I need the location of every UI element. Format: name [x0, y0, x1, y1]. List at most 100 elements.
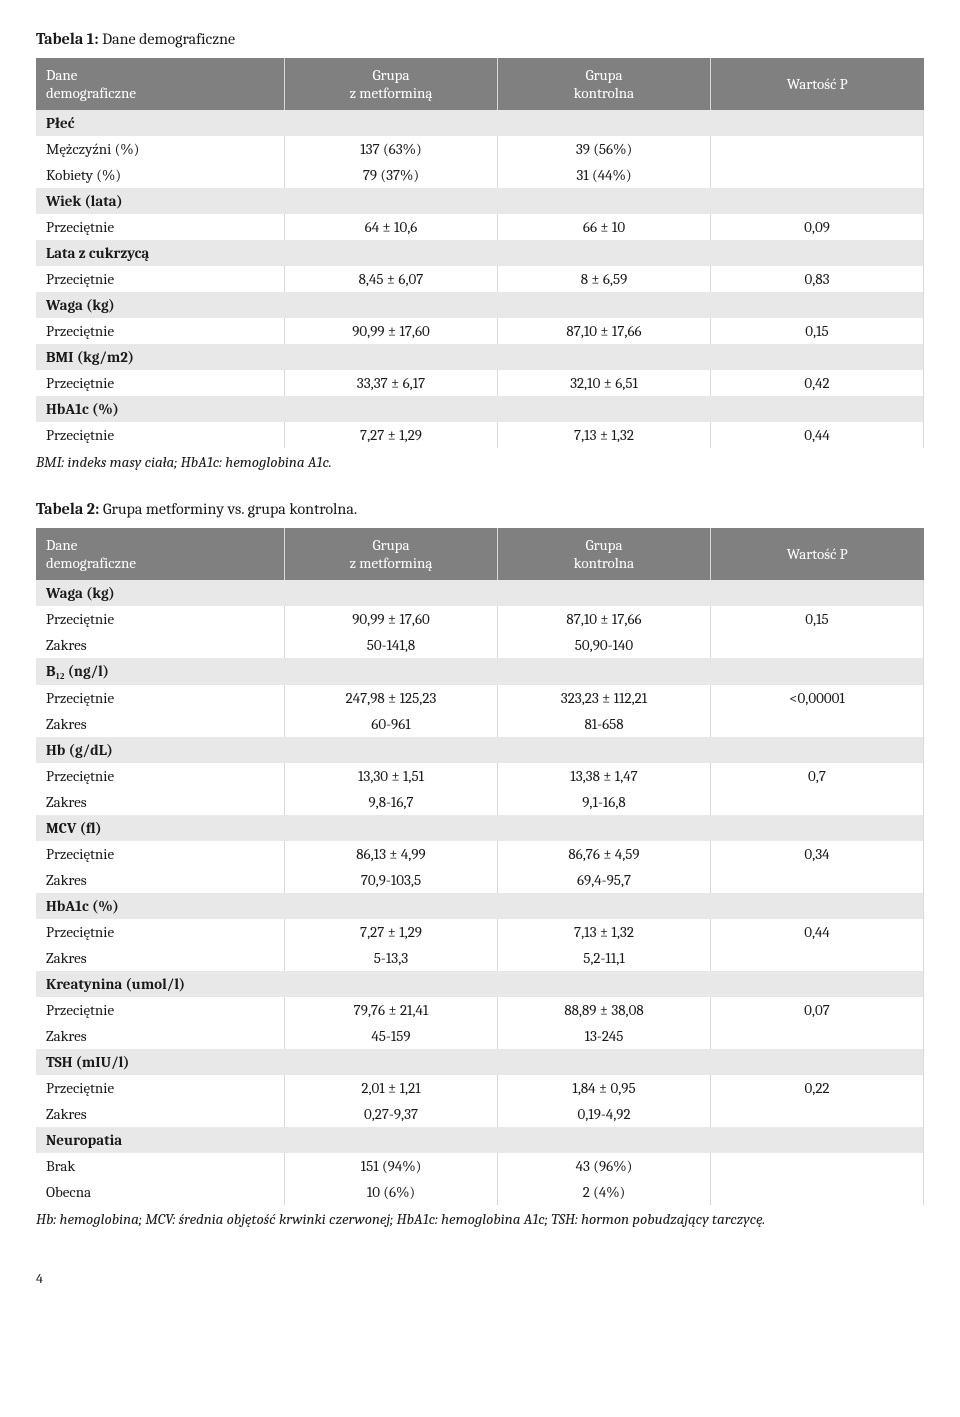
cell: Przeciętnie [36, 318, 285, 344]
cell: 0,19-4,92 [498, 1101, 711, 1127]
cell: Zakres [36, 1101, 285, 1127]
table2-title: Tabela 2: Grupa metforminy vs. grupa kon… [36, 500, 924, 518]
cell: Przeciętnie [36, 214, 285, 240]
table1-title-bold: Tabela 1: [36, 30, 99, 48]
cell: 86,76 ± 4,59 [498, 841, 711, 867]
section-row: Neuropatia [36, 1127, 924, 1153]
table-row: Zakres0,27-9,370,19-4,92 [36, 1101, 924, 1127]
section-row: BMI (kg/m2) [36, 344, 924, 370]
cell: 0,34 [711, 841, 924, 867]
cell: 7,27 ± 1,29 [285, 919, 498, 945]
cell: 60-961 [285, 711, 498, 737]
section-cell: B₁₂ (ng/l) [36, 658, 924, 685]
cell: Przeciętnie [36, 266, 285, 292]
cell: 323,23 ± 112,21 [498, 685, 711, 711]
cell: 0,83 [711, 266, 924, 292]
cell: 5,2-11,1 [498, 945, 711, 971]
cell: 31 (44%) [498, 162, 711, 188]
cell: Obecna [36, 1179, 285, 1205]
table-row: Zakres50-141,850,90-140 [36, 632, 924, 658]
cell: Przeciętnie [36, 370, 285, 396]
cell: Zakres [36, 945, 285, 971]
cell: 33,37 ± 6,17 [285, 370, 498, 396]
table-row: Zakres60-96181-658 [36, 711, 924, 737]
section-cell: MCV (fl) [36, 815, 924, 841]
cell: Mężczyźni (%) [36, 136, 285, 162]
table1-footnote: BMI: indeks masy ciała; HbA1c: hemoglobi… [36, 452, 924, 472]
table2-title-rest: Grupa metforminy vs. grupa kontrolna. [99, 500, 357, 518]
table-row: Kobiety (%)79 (37%)31 (44%) [36, 162, 924, 188]
cell: 13,38 ± 1,47 [498, 763, 711, 789]
cell: 0,15 [711, 606, 924, 632]
section-cell: Kreatynina (umol/l) [36, 971, 924, 997]
section-cell: Lata z cukrzycą [36, 240, 924, 266]
cell: 13-245 [498, 1023, 711, 1049]
cell: Przeciętnie [36, 422, 285, 448]
cell: 50-141,8 [285, 632, 498, 658]
cell: 151 (94%) [285, 1153, 498, 1179]
cell: 66 ± 10 [498, 214, 711, 240]
cell: 70,9-103,5 [285, 867, 498, 893]
cell [711, 162, 924, 188]
table2-footnote: Hb: hemoglobina; MCV: średnia objętość k… [36, 1209, 924, 1229]
section-row: MCV (fl) [36, 815, 924, 841]
cell: 90,99 ± 17,60 [285, 318, 498, 344]
cell: 86,13 ± 4,99 [285, 841, 498, 867]
cell: 50,90-140 [498, 632, 711, 658]
table2-title-bold: Tabela 2: [36, 500, 99, 518]
cell [711, 867, 924, 893]
cell [711, 136, 924, 162]
cell: 79 (37%) [285, 162, 498, 188]
cell: 0,7 [711, 763, 924, 789]
table1-title: Tabela 1: Dane demograficzne [36, 30, 924, 48]
cell: Przeciętnie [36, 919, 285, 945]
cell: Zakres [36, 711, 285, 737]
table1-body: PłećMężczyźni (%)137 (63%)39 (56%)Kobiet… [36, 110, 924, 448]
cell: 32,10 ± 6,51 [498, 370, 711, 396]
cell [711, 1101, 924, 1127]
cell [711, 1023, 924, 1049]
table-row: Zakres5-13,35,2-11,1 [36, 945, 924, 971]
section-row: Kreatynina (umol/l) [36, 971, 924, 997]
cell [711, 945, 924, 971]
table-row: Przeciętnie13,30 ± 1,5113,38 ± 1,470,7 [36, 763, 924, 789]
column-header: Grupakontrolna [498, 58, 711, 110]
section-cell: HbA1c (%) [36, 893, 924, 919]
cell: 7,13 ± 1,32 [498, 422, 711, 448]
cell: 45-159 [285, 1023, 498, 1049]
cell: 0,27-9,37 [285, 1101, 498, 1127]
cell: 79,76 ± 21,41 [285, 997, 498, 1023]
cell: Zakres [36, 867, 285, 893]
table1-title-rest: Dane demograficzne [99, 30, 236, 48]
table-row: Mężczyźni (%)137 (63%)39 (56%) [36, 136, 924, 162]
cell: 8 ± 6,59 [498, 266, 711, 292]
table-row: Przeciętnie90,99 ± 17,6087,10 ± 17,660,1… [36, 606, 924, 632]
cell: 88,89 ± 38,08 [498, 997, 711, 1023]
section-cell: Neuropatia [36, 1127, 924, 1153]
table-row: Zakres45-15913-245 [36, 1023, 924, 1049]
cell: 81-658 [498, 711, 711, 737]
section-row: HbA1c (%) [36, 396, 924, 422]
cell: 87,10 ± 17,66 [498, 606, 711, 632]
cell: 2,01 ± 1,21 [285, 1075, 498, 1101]
table-row: Przeciętnie8,45 ± 6,078 ± 6,590,83 [36, 266, 924, 292]
cell: Przeciętnie [36, 841, 285, 867]
table-row: Przeciętnie90,99 ± 17,6087,10 ± 17,660,1… [36, 318, 924, 344]
table-row: Brak151 (94%)43 (96%) [36, 1153, 924, 1179]
cell: 10 (6%) [285, 1179, 498, 1205]
cell: Przeciętnie [36, 997, 285, 1023]
cell: 247,98 ± 125,23 [285, 685, 498, 711]
column-header: Wartość P [711, 58, 924, 110]
page-number: 4 [36, 1270, 924, 1287]
section-row: B₁₂ (ng/l) [36, 658, 924, 685]
section-cell: Waga (kg) [36, 580, 924, 606]
cell: 0,44 [711, 919, 924, 945]
table1: DanedemograficzneGrupaz metforminąGrupak… [36, 58, 924, 448]
column-header: Grupaz metforminą [285, 58, 498, 110]
cell: 1,84 ± 0,95 [498, 1075, 711, 1101]
cell: 87,10 ± 17,66 [498, 318, 711, 344]
cell: 0,44 [711, 422, 924, 448]
cell: Zakres [36, 632, 285, 658]
table-row: Przeciętnie7,27 ± 1,297,13 ± 1,320,44 [36, 919, 924, 945]
cell: Brak [36, 1153, 285, 1179]
